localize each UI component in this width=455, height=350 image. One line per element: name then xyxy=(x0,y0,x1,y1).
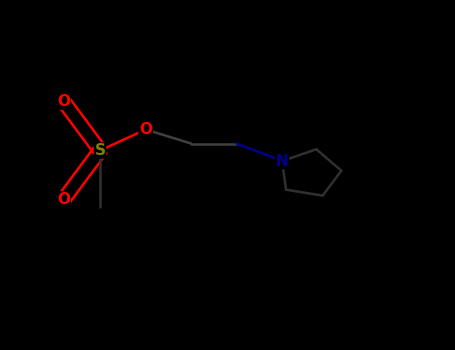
Text: O: O xyxy=(139,122,152,137)
Text: O: O xyxy=(57,192,70,207)
Text: O: O xyxy=(57,94,70,109)
Text: S: S xyxy=(95,143,106,158)
Text: N: N xyxy=(276,154,288,168)
